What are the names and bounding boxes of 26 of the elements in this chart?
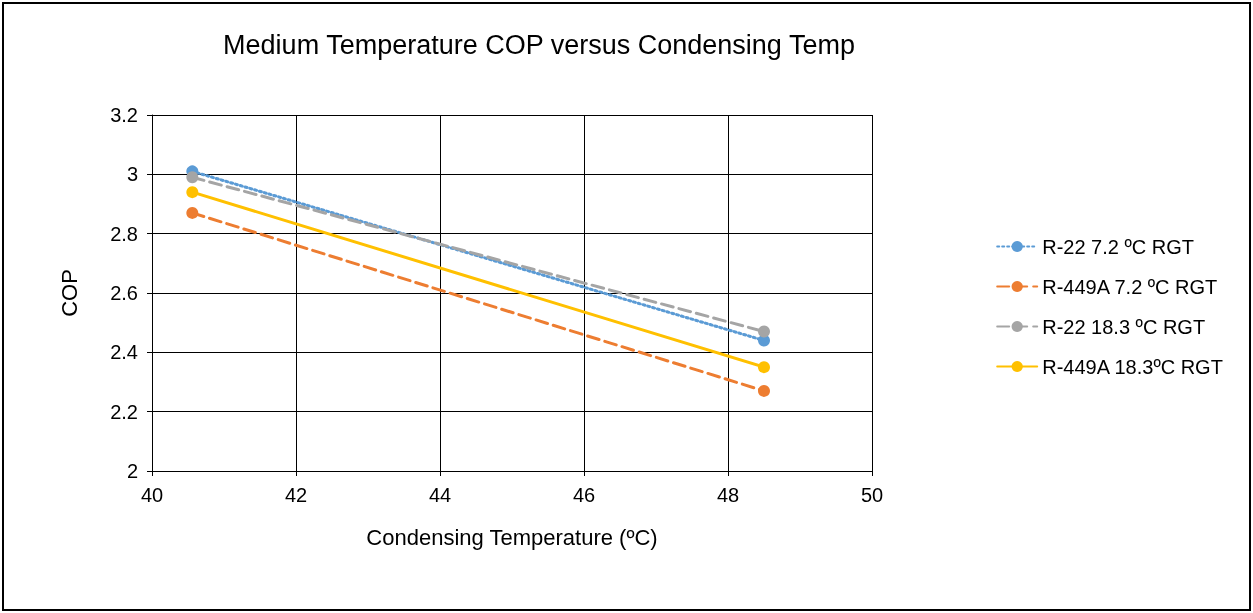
y-tick-label: 2.8 (110, 222, 138, 245)
x-tick-label: 40 (140, 484, 164, 506)
x-tick-label: 50 (860, 484, 884, 506)
y-tick-label: 2.4 (110, 341, 138, 364)
x-tick-label: 42 (284, 484, 308, 506)
x-axis-title: Condensing Temperature (ºC) (366, 524, 658, 550)
legend-label: R-449A 7.2 ºC RGT (1042, 275, 1218, 298)
point (758, 325, 770, 338)
y-tick-label: 2.2 (110, 400, 138, 423)
legend-label: R-449A 18.3ºC RGT (1042, 355, 1223, 378)
point (186, 171, 199, 184)
y-axis-title: COP (56, 269, 82, 317)
x-tick-label: 48 (716, 484, 740, 506)
legend-label: R-22 18.3 ºC RGT (1042, 315, 1206, 338)
point (758, 361, 770, 374)
x-tick-label: 44 (428, 484, 452, 506)
point (186, 186, 199, 199)
legend-label: R-22 7.2 ºC RGT (1042, 235, 1194, 258)
chart-title: Medium Temperature COP versus Condensing Temp (223, 29, 855, 60)
point (186, 206, 199, 219)
y-tick-label: 3 (126, 163, 138, 186)
y-tick-label: 2 (126, 460, 138, 482)
y-tick-label: 2.6 (110, 282, 138, 304)
y-tick-label: 3.2 (110, 104, 138, 126)
x-tick-label: 46 (572, 484, 596, 506)
point (758, 384, 770, 397)
